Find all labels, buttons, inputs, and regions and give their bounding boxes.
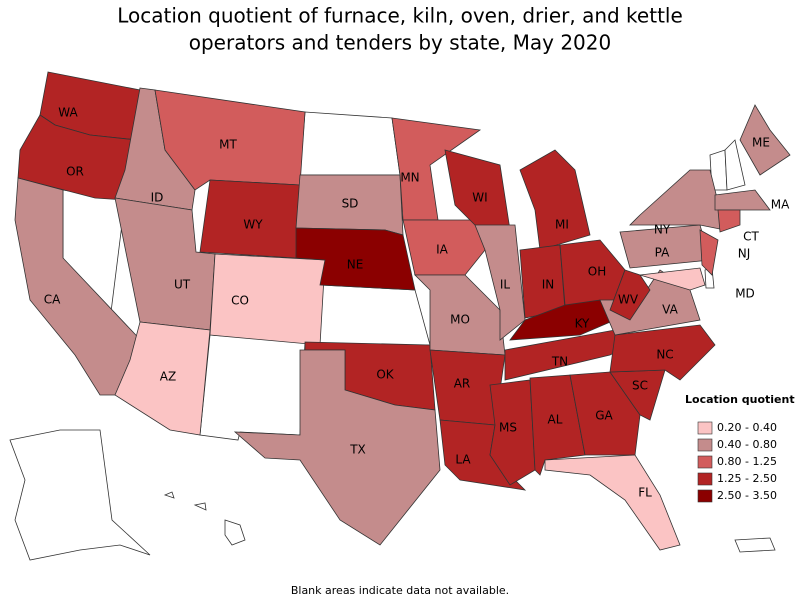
- state-label: NE: [347, 258, 364, 272]
- state-label: CO: [231, 294, 249, 308]
- state-blank: [193, 502, 207, 511]
- state-label: NY: [654, 223, 671, 237]
- legend-swatch: [697, 455, 713, 469]
- legend-swatch: [697, 438, 713, 452]
- legend-title: Location quotient: [685, 393, 795, 406]
- state-label: IL: [500, 278, 511, 292]
- state-label: IN: [542, 278, 555, 292]
- state-shape: [474, 224, 526, 341]
- state-label: OR: [66, 165, 84, 179]
- state-shape: [609, 324, 716, 381]
- state-label: ME: [752, 136, 770, 150]
- state-shape: [519, 149, 591, 251]
- state-shape: [609, 269, 651, 321]
- state-shape: [402, 219, 486, 276]
- state-label: NC: [656, 348, 673, 362]
- state-label: AL: [548, 413, 563, 427]
- state-label: OK: [376, 368, 394, 382]
- state-blank: [9, 429, 151, 561]
- state-label: WA: [58, 106, 78, 120]
- state-blank: [163, 491, 175, 499]
- state-blank: [319, 284, 431, 346]
- state-label: NJ: [738, 247, 751, 261]
- state-label: LA: [455, 453, 471, 467]
- state-shape: [114, 321, 211, 436]
- legend-label: 1.25 - 2.50: [717, 472, 777, 485]
- state-blank: [734, 537, 776, 553]
- state-label: ID: [151, 191, 164, 205]
- state-label: CA: [44, 293, 61, 307]
- state-shape: [714, 189, 771, 211]
- state-blank: [724, 139, 746, 191]
- legend-label: 0.80 - 1.25: [717, 455, 777, 468]
- state-label: AR: [454, 377, 471, 391]
- state-label: VA: [662, 303, 678, 317]
- state-shape: [544, 454, 681, 551]
- state-label: WI: [472, 191, 487, 205]
- state-label: GA: [595, 409, 613, 423]
- state-shape: [629, 169, 726, 231]
- state-label: AZ: [160, 370, 176, 384]
- state-label: PA: [655, 246, 670, 260]
- legend-swatch: [697, 489, 713, 503]
- state-shape: [569, 371, 641, 456]
- state-label: MS: [499, 421, 517, 435]
- footnote: Blank areas indicate data not available.: [291, 584, 509, 597]
- state-shape: [295, 227, 416, 291]
- state-label: WY: [243, 218, 263, 232]
- legend: 0.20 - 0.40 0.40 - 0.80 0.80 - 1.25 1.25 - …: [697, 421, 777, 503]
- state-label: UT: [174, 278, 191, 292]
- state-label: OH: [588, 265, 606, 279]
- state-label: MN: [400, 171, 419, 185]
- state-shape: [114, 197, 216, 331]
- state-blank: [199, 334, 306, 441]
- state-label: KY: [575, 317, 590, 331]
- state-label: TN: [551, 355, 568, 369]
- title-line: operators and tenders by state, May 2020: [189, 31, 611, 55]
- state-label: WV: [618, 293, 639, 307]
- state-shape: [209, 253, 326, 346]
- state-labels: WA OR CA ID MT WY UT CO AZ SD NE OK TX MN IA MO AR LA WI IL…: [44, 106, 790, 500]
- state-blank: [299, 111, 401, 176]
- state-label: SD: [342, 197, 359, 211]
- state-shape: [717, 209, 741, 233]
- legend-label: 2.50 - 3.50: [717, 489, 777, 502]
- legend-swatch: [697, 421, 713, 435]
- state-label: FL: [638, 486, 652, 500]
- state-label: MI: [555, 218, 569, 232]
- state-label: TX: [349, 443, 366, 457]
- state-shape: [699, 229, 719, 276]
- state-shape: [639, 267, 706, 291]
- legend-label: 0.40 - 0.80: [717, 438, 777, 451]
- state-label: SC: [632, 379, 648, 393]
- title-line: Location quotient of furnace, kiln, oven…: [117, 4, 683, 28]
- state-label: MO: [450, 313, 470, 327]
- state-label: IA: [436, 243, 449, 257]
- legend-label: 0.20 - 0.40: [717, 421, 777, 434]
- state-label: MT: [219, 138, 237, 152]
- state-label: MA: [771, 198, 790, 212]
- legend-swatch: [697, 472, 713, 486]
- state-shape: [233, 349, 441, 546]
- state-blank: [224, 519, 246, 546]
- state-label: MD: [735, 287, 755, 301]
- state-shape: [739, 104, 791, 176]
- state-label: CT: [743, 230, 759, 244]
- states: [9, 71, 791, 561]
